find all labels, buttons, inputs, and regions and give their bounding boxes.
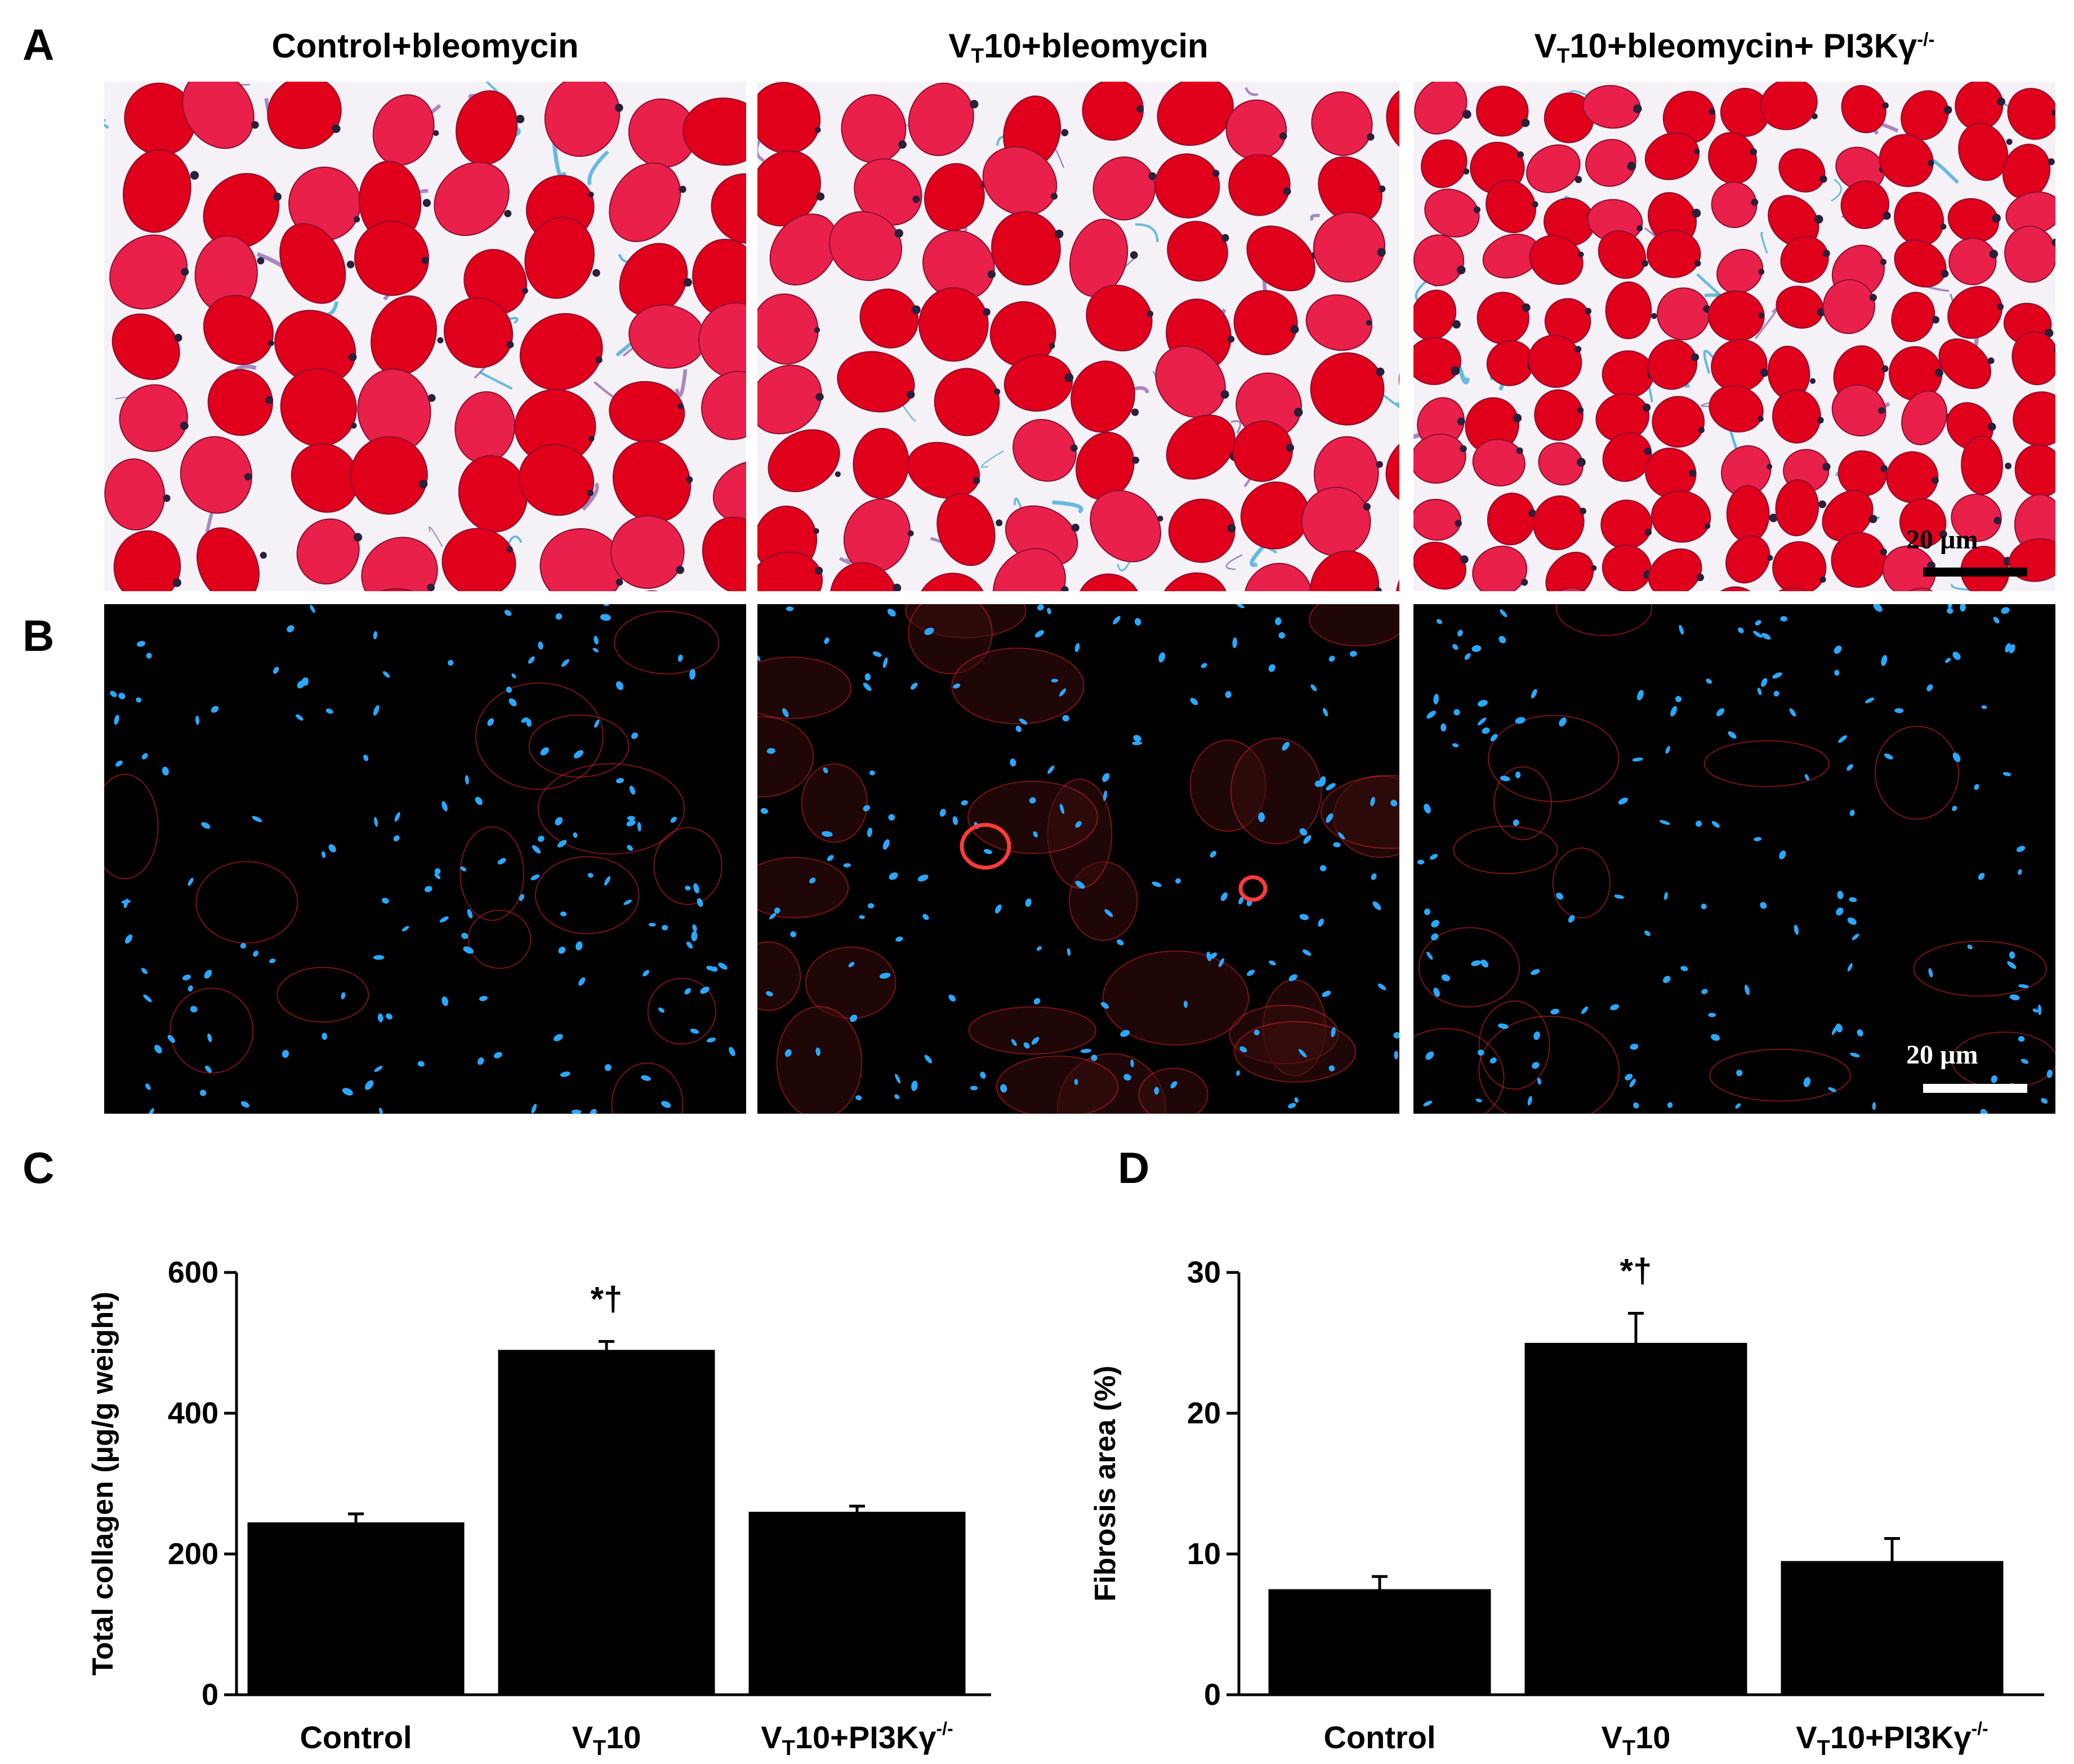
scale-bar-label-a: 20 µm xyxy=(1906,525,1978,555)
y-tick-label: 20 xyxy=(1187,1396,1221,1430)
bar xyxy=(498,1350,715,1695)
bar xyxy=(1524,1343,1747,1695)
panel-letter-d: D xyxy=(1118,1143,1150,1193)
y-tick-label: 10 xyxy=(1187,1537,1221,1571)
bar xyxy=(1781,1561,2004,1695)
category-label: VT10 xyxy=(1602,1720,1671,1760)
bar xyxy=(247,1522,465,1695)
category-label: Control xyxy=(1323,1720,1435,1755)
scale-bar-b xyxy=(1923,1084,2027,1093)
category-label: VT10+PI3Kγ-/- xyxy=(761,1718,953,1760)
micrograph-a-control xyxy=(104,82,746,591)
significance-label: *† xyxy=(591,1280,623,1318)
y-tick-label: 30 xyxy=(1187,1256,1221,1289)
significance-label: *† xyxy=(1620,1252,1652,1290)
chart-total-collagen: Total collagen (µg/g weight) 0 200 400 600 Co… xyxy=(87,1256,991,1760)
panel-letter-a: A xyxy=(23,20,55,69)
category-label: Control xyxy=(300,1720,412,1755)
y-tick-label: 0 xyxy=(202,1678,218,1712)
micrograph-b-vt10 xyxy=(757,604,1399,1114)
scale-bar-a xyxy=(1923,568,2027,577)
y-tick-label: 400 xyxy=(168,1396,218,1430)
column-title-vt10-bleomycin-pi3k: VT10+bleomycin+ PI3Kγ-/- xyxy=(1534,27,1935,68)
y-tick-label: 600 xyxy=(168,1256,218,1289)
y-axis-label: Total collagen (µg/g weight) xyxy=(87,1292,119,1676)
micrograph-b-control xyxy=(104,604,746,1114)
panel-letter-b: B xyxy=(23,611,55,660)
y-axis-label: Fibrosis area (%) xyxy=(1089,1365,1122,1601)
category-label: VT10+PI3Kγ-/- xyxy=(1796,1718,1988,1760)
column-title-vt10-bleomycin: VT10+bleomycin xyxy=(948,27,1208,68)
chart-fibrosis-area: Fibrosis area (%) 0 10 20 30 Control *† VT10 VT1… xyxy=(1089,1252,2044,1760)
panel-letter-c: C xyxy=(23,1143,55,1193)
column-title-control-bleomycin: Control+bleomycin xyxy=(271,27,579,65)
bar xyxy=(748,1512,966,1695)
y-tick-label: 0 xyxy=(1204,1678,1221,1712)
bar xyxy=(1268,1589,1491,1695)
micrograph-b-vt10-pi3k xyxy=(1413,604,2055,1114)
micrograph-a-vt10-pi3k xyxy=(1413,82,2055,591)
scale-bar-label-b: 20 µm xyxy=(1906,1040,1978,1070)
category-label: VT10 xyxy=(572,1720,641,1760)
y-tick-label: 200 xyxy=(168,1537,218,1571)
micrograph-a-vt10 xyxy=(757,82,1399,591)
